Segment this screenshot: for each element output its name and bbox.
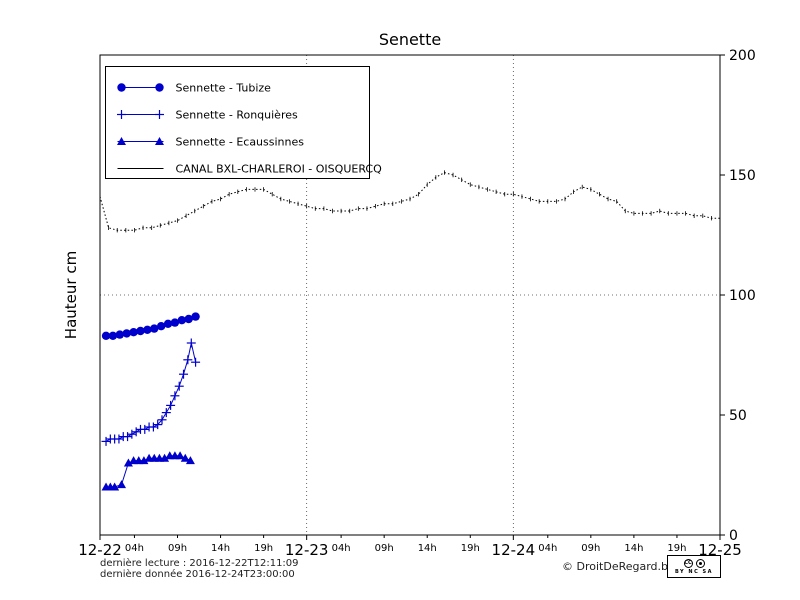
person-icon — [695, 558, 705, 568]
legend-marker-sennette-ecaussinnes — [117, 137, 126, 145]
y-tick-label: 50 — [729, 408, 747, 424]
series-marker-sennette-tubize — [170, 318, 180, 327]
legend-box — [105, 66, 370, 179]
legend-marker-sennette-ecaussinnes — [155, 137, 164, 145]
last-reading-text: dernière lecture : 2016-12-22T12:11:09 — [100, 558, 299, 569]
y-tick-label: 100 — [729, 288, 756, 304]
series-marker-sennette-ecaussinnes — [123, 458, 133, 467]
series-marker-sennette-tubize — [122, 329, 131, 338]
series-marker-sennette-tubize — [115, 330, 125, 339]
x-major-tick-label: 12-24 — [492, 541, 536, 559]
series-marker-sennette-ecaussinnes — [160, 453, 170, 462]
x-minor-tick-label: 04h — [332, 543, 351, 554]
x-minor-tick-label: 04h — [125, 543, 144, 554]
series-marker-sennette-tubize — [163, 319, 173, 328]
series-marker-sennette-ecaussinnes — [185, 456, 195, 465]
last-data-text: dernière donnée 2016-12-24T23:00:00 — [100, 569, 295, 580]
series-marker-sennette-tubize — [129, 328, 138, 337]
cc-license-badge[interactable]: CC BY NC SA — [667, 555, 721, 578]
cc-license-text: BY NC SA — [675, 568, 713, 575]
x-minor-tick-label: 19h — [667, 543, 686, 554]
x-minor-tick-label: 19h — [254, 543, 273, 554]
series-marker-sennette-tubize — [108, 331, 118, 340]
series-marker-sennette-tubize — [177, 316, 187, 325]
legend-label: Sennette - Tubize — [176, 82, 272, 95]
series-marker-sennette-tubize — [143, 325, 152, 334]
x-minor-tick-label: 14h — [211, 543, 230, 554]
y-tick-label: 0 — [729, 528, 738, 544]
legend-label: Sennette - Ronquières — [176, 109, 298, 122]
x-minor-tick-label: 19h — [461, 543, 480, 554]
cc-icon: CC — [683, 558, 693, 568]
x-minor-tick-label: 09h — [581, 543, 600, 554]
series-marker-sennette-tubize — [184, 314, 193, 324]
y-tick-label: 200 — [729, 48, 756, 64]
x-major-tick-label: 12-22 — [78, 541, 122, 559]
series-marker-sennette-tubize — [136, 326, 145, 336]
x-minor-tick-label: 09h — [375, 543, 394, 554]
series-marker-sennette-ecaussinnes — [139, 456, 149, 465]
footer-notes: dernière lecture : 2016-12-22T12:11:09 d… — [100, 558, 299, 580]
x-minor-tick-label: 04h — [538, 543, 557, 554]
legend-label: Sennette - Ecaussinnes — [176, 136, 305, 149]
series-marker-sennette-ecaussinnes — [110, 482, 120, 491]
series-marker-sennette-tubize — [156, 322, 166, 331]
y-axis-label: Hauteur cm — [62, 251, 80, 339]
legend-label: CANAL BXL-CHARLEROI - OISQUERCQ — [176, 163, 383, 176]
series-marker-sennette-ecaussinnes — [175, 451, 185, 460]
x-minor-tick-label: 14h — [624, 543, 643, 554]
series-marker-sennette-tubize — [191, 312, 200, 321]
x-minor-tick-label: 09h — [168, 543, 187, 554]
series-marker-sennette-tubize — [150, 324, 159, 333]
y-tick-label: 150 — [729, 168, 756, 184]
legend-marker-sennette-tubize — [155, 83, 164, 92]
x-minor-tick-label: 14h — [418, 543, 437, 554]
x-major-tick-label: 12-25 — [698, 541, 742, 559]
series-marker-sennette-tubize — [101, 331, 111, 340]
copyright-text: © DroitDeRegard.be — [562, 560, 675, 573]
series-marker-sennette-ecaussinnes — [180, 453, 190, 462]
chart-title: Senette — [379, 30, 441, 49]
cc-icons: CC — [683, 558, 705, 568]
series-line-canal-bxl-charleroi-oisquercq — [99, 172, 720, 231]
legend-marker-sennette-tubize — [117, 83, 126, 92]
series-marker-sennette-ecaussinnes — [117, 480, 127, 489]
x-major-tick-label: 12-23 — [285, 541, 329, 559]
